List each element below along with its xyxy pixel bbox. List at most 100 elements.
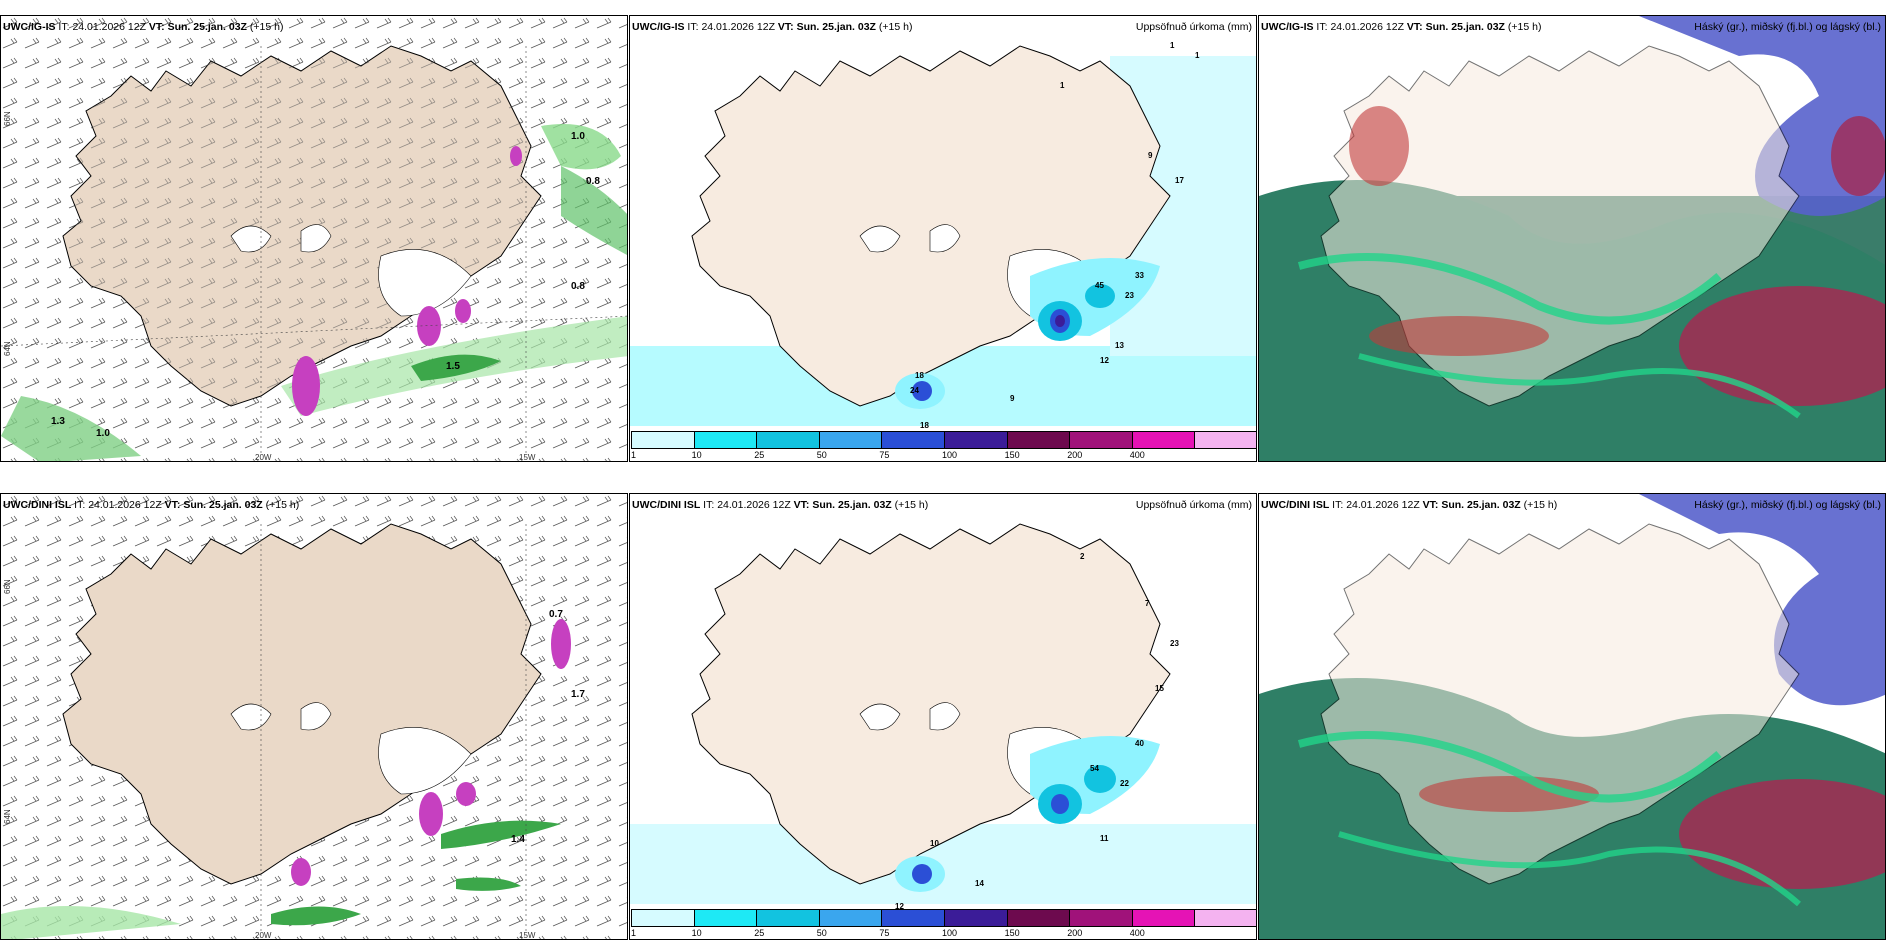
panel-subtitle: Háský (gr.), miðský (fj.bl.) og lágský (… [1694,499,1881,511]
lon-15-label: 15W [519,931,536,940]
value-label: 9 [1010,394,1015,403]
legend-label: 100 [942,928,958,938]
value-label: 17 [1175,176,1184,185]
value-label: 1.4 [511,834,525,845]
panel-uwc-dini-precip: UWC/DINI ISL IT: 24.01.2026 12Z VT: Sun.… [629,493,1257,940]
legend-label: 100 [942,450,958,460]
legend-label: 10 [691,450,702,460]
panel-subtitle: Uppsöfnuð úrkoma (mm) [1135,499,1252,511]
value-label: 1 [1170,41,1175,50]
legend-label: 25 [754,450,765,460]
value-label: 24 [910,386,919,395]
panel-uwc-igis-wind: UWC/IG-IS IT: 24.01.2026 12Z VT: Sun. 25… [0,15,628,462]
legend-swatch [1006,909,1070,927]
value-label: 54 [1090,764,1099,773]
legend-swatch [944,909,1007,927]
legend-label: 400 [1129,450,1145,460]
value-label: 45 [1095,281,1104,290]
panel-title: UWC/DINI ISL IT: 24.01.2026 12Z VT: Sun.… [632,499,929,511]
legend-swatch [944,431,1007,449]
legend-swatch [1069,431,1132,449]
value-label: 0.7 [549,609,563,620]
panel-title: UWC/DINI ISL IT: 24.01.2026 12Z VT: Sun.… [1261,499,1558,511]
panel-uwc-igis-precip: UWC/IG-IS IT: 24.01.2026 12Z VT: Sun. 25… [629,15,1257,462]
lon-20-label: 20W [255,453,272,462]
value-label: 12 [895,902,904,911]
panel-uwc-dini-wind: UWC/DINI ISL IT: 24.01.2026 12Z VT: Sun.… [0,493,628,940]
iceland-land [62,45,542,407]
legend-swatch [1069,909,1132,927]
value-label: 12 [1100,356,1109,365]
legend-label: 200 [1067,450,1083,460]
value-label: 1 [1195,51,1200,60]
value-label: 1.5 [446,361,460,372]
legend-swatch [693,431,757,449]
precip-legend: 1 10 25 50 75 100 150 200 400 [630,909,1256,938]
value-label: 2 [1080,552,1085,561]
value-label: 23 [1125,291,1134,300]
legend-swatch [1194,909,1256,927]
precip-map [630,523,1256,904]
panel-subtitle: Háský (gr.), miðský (fj.bl.) og lágský (… [1694,21,1881,33]
value-label: 15 [1155,684,1164,693]
value-label: 18 [915,371,924,380]
panel-uwc-dini-clouds: UWC/DINI ISL IT: 24.01.2026 12Z VT: Sun.… [1258,493,1886,940]
value-label: 1 [1060,81,1065,90]
value-label: 1.3 [51,416,65,427]
lon-15-label: 15W [519,453,536,462]
panel-uwc-igis-clouds: UWC/IG-IS IT: 24.01.2026 12Z VT: Sun. 25… [1258,15,1886,462]
legend-label: 75 [879,450,890,460]
legend-label: 1 [631,450,637,460]
legend-label: 1 [631,928,637,938]
value-label: 0.8 [571,281,585,292]
value-label: 11 [1100,834,1109,843]
legend-label: 50 [816,450,827,460]
value-label: 10 [930,839,939,848]
legend-swatch [1131,909,1195,927]
lat-66-label: 66N [3,111,12,126]
value-label: 0.8 [586,176,600,187]
legend-swatch [631,909,694,927]
legend-label: 200 [1067,928,1083,938]
panel-title: UWC/DINI ISL IT: 24.01.2026 12Z VT: Sun.… [3,499,300,511]
legend-label: 150 [1004,928,1020,938]
value-label: 1.0 [571,131,585,142]
cloud-map [1259,494,1885,939]
precip-map [630,45,1256,426]
legend-swatch [1006,431,1070,449]
legend-label: 150 [1004,450,1020,460]
panel-title: UWC/IG-IS IT: 24.01.2026 12Z VT: Sun. 25… [3,21,284,33]
legend-swatch [631,431,694,449]
value-label: 33 [1135,271,1144,280]
legend-swatch [1194,431,1256,449]
lat-66-label: 66N [3,579,12,594]
legend-swatch [881,909,944,927]
legend-swatch [818,431,882,449]
convective-magenta [292,146,522,416]
value-label: 14 [975,879,984,888]
legend-label: 50 [816,928,827,938]
value-label: 23 [1170,639,1179,648]
panel-title: UWC/IG-IS IT: 24.01.2026 12Z VT: Sun. 25… [632,21,913,33]
wind-map [1,16,627,461]
value-label: 9 [1148,151,1153,160]
value-label: 18 [920,421,929,430]
legend-swatch [756,909,819,927]
lon-20-label: 20W [255,931,272,940]
value-label: 13 [1115,341,1124,350]
value-label: 22 [1120,779,1129,788]
legend-swatch [818,909,882,927]
legend-swatch [756,431,819,449]
value-label: 7 [1145,599,1150,608]
precip-green [1,124,627,461]
legend-label: 25 [754,928,765,938]
lat-64-label: 64N [3,809,12,824]
value-label: 40 [1135,739,1144,748]
legend-swatch [881,431,944,449]
legend-label: 10 [691,928,702,938]
legend-swatch [693,909,757,927]
legend-label: 400 [1129,928,1145,938]
legend-label: 75 [879,928,890,938]
panel-title: UWC/IG-IS IT: 24.01.2026 12Z VT: Sun. 25… [1261,21,1542,33]
value-label: 1.0 [96,428,110,439]
